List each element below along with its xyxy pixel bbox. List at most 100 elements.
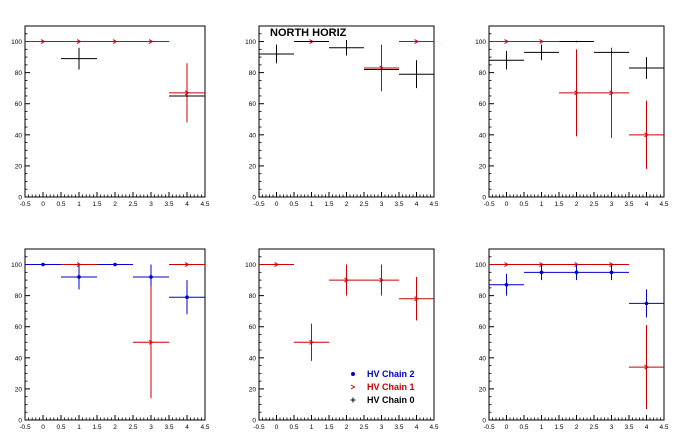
y-tick-label: 20 — [249, 386, 257, 393]
chart-title: NORTH HORIZ — [270, 27, 347, 39]
point-marker — [77, 275, 81, 279]
series-chain2 — [489, 264, 664, 318]
point-marker — [504, 282, 509, 287]
y-tick-label: 80 — [249, 293, 257, 300]
point-marker — [609, 270, 614, 275]
x-tick-label: 1.5 — [554, 424, 563, 431]
legend-marker — [351, 372, 355, 376]
x-tick-label: 3.5 — [394, 201, 403, 208]
data-point — [25, 39, 61, 44]
series-chain0 — [259, 39, 434, 89]
point-marker — [78, 57, 80, 60]
point-marker — [275, 53, 278, 55]
data-point — [489, 273, 524, 296]
point-marker — [644, 301, 649, 306]
x-tick-label: 3 — [149, 201, 153, 208]
point-marker — [539, 39, 545, 44]
data-point — [61, 262, 97, 267]
plot-frame — [24, 25, 206, 198]
x-tick-label: 3.5 — [164, 201, 173, 208]
x-tick-label: 2 — [113, 201, 117, 208]
point-marker — [574, 262, 580, 267]
x-tick-label: 1.5 — [554, 201, 563, 208]
x-tick-label: 1.5 — [324, 424, 333, 431]
x-tick-label: 0.5 — [289, 201, 298, 208]
series-chain2 — [25, 262, 205, 315]
x-tick-label: 2.5 — [128, 201, 137, 208]
y-tick-label: 60 — [479, 324, 487, 331]
x-tick-label: 4 — [415, 201, 419, 208]
x-tick-label: 4 — [185, 424, 189, 431]
y-tick-label: 60 — [249, 101, 257, 108]
point-marker — [539, 270, 544, 275]
y-tick-label: 100 — [245, 39, 256, 46]
x-tick-label: -0.5 — [253, 424, 265, 431]
y-tick-label: 100 — [475, 39, 486, 46]
x-tick-label: 2 — [113, 424, 117, 431]
data-point — [364, 264, 399, 296]
point-marker — [610, 51, 613, 54]
y-tick-label: 0 — [18, 195, 22, 202]
x-tick-label: 3.5 — [164, 424, 173, 431]
legend-marker — [350, 384, 356, 390]
data-point — [629, 325, 664, 410]
data-point — [524, 39, 559, 44]
legend-entry: HV Chain 2 — [351, 369, 415, 379]
x-tick-label: 2 — [575, 424, 579, 431]
point-marker — [504, 39, 510, 44]
y-tick-label: 80 — [15, 70, 23, 77]
point-marker — [186, 95, 188, 97]
data-point — [399, 60, 434, 89]
plot-frame — [24, 248, 206, 421]
x-tick-label: 0 — [275, 424, 279, 431]
series-chain1 — [489, 39, 664, 170]
x-tick-label: 3 — [610, 424, 614, 431]
x-tick-label: 0 — [275, 201, 279, 208]
y-tick-label: 0 — [18, 418, 22, 425]
x-tick-label: 2.5 — [589, 424, 598, 431]
point-marker — [310, 40, 313, 43]
x-tick-label: 4.5 — [200, 424, 209, 431]
x-tick-label: 3 — [149, 424, 153, 431]
y-tick-label: 80 — [479, 293, 487, 300]
x-tick-label: 4.5 — [429, 424, 438, 431]
point-marker — [40, 39, 46, 44]
point-marker — [504, 262, 510, 267]
x-tick-label: 0 — [505, 201, 509, 208]
x-tick-label: 2.5 — [589, 201, 598, 208]
data-point — [169, 262, 205, 267]
data-point — [133, 264, 169, 290]
x-tick-label: -0.5 — [483, 201, 495, 208]
data-point — [61, 264, 97, 290]
point-marker — [414, 296, 420, 302]
y-tick-label: 0 — [252, 195, 256, 202]
data-point — [594, 47, 629, 138]
x-tick-label: 1.5 — [92, 201, 101, 208]
data-point — [259, 262, 294, 267]
series-chain1 — [61, 262, 205, 399]
point-marker — [644, 132, 650, 138]
data-point — [169, 280, 205, 315]
x-tick-label: 2 — [575, 201, 579, 208]
y-tick-label: 40 — [15, 132, 23, 139]
y-tick-label: 100 — [245, 262, 256, 269]
data-point — [594, 51, 629, 54]
x-tick-label: 1.5 — [324, 201, 333, 208]
point-marker — [345, 46, 348, 49]
point-marker — [148, 339, 154, 345]
data-point — [329, 39, 364, 56]
series-chain1 — [25, 39, 205, 123]
y-tick-label: 20 — [479, 386, 487, 393]
x-tick-label: 0.5 — [56, 201, 65, 208]
x-tick-label: 1 — [77, 424, 81, 431]
x-tick-label: 1 — [310, 424, 314, 431]
data-point — [294, 323, 329, 361]
y-tick-label: 0 — [482, 195, 486, 202]
point-marker — [505, 59, 508, 61]
x-tick-label: 1.5 — [92, 424, 101, 431]
